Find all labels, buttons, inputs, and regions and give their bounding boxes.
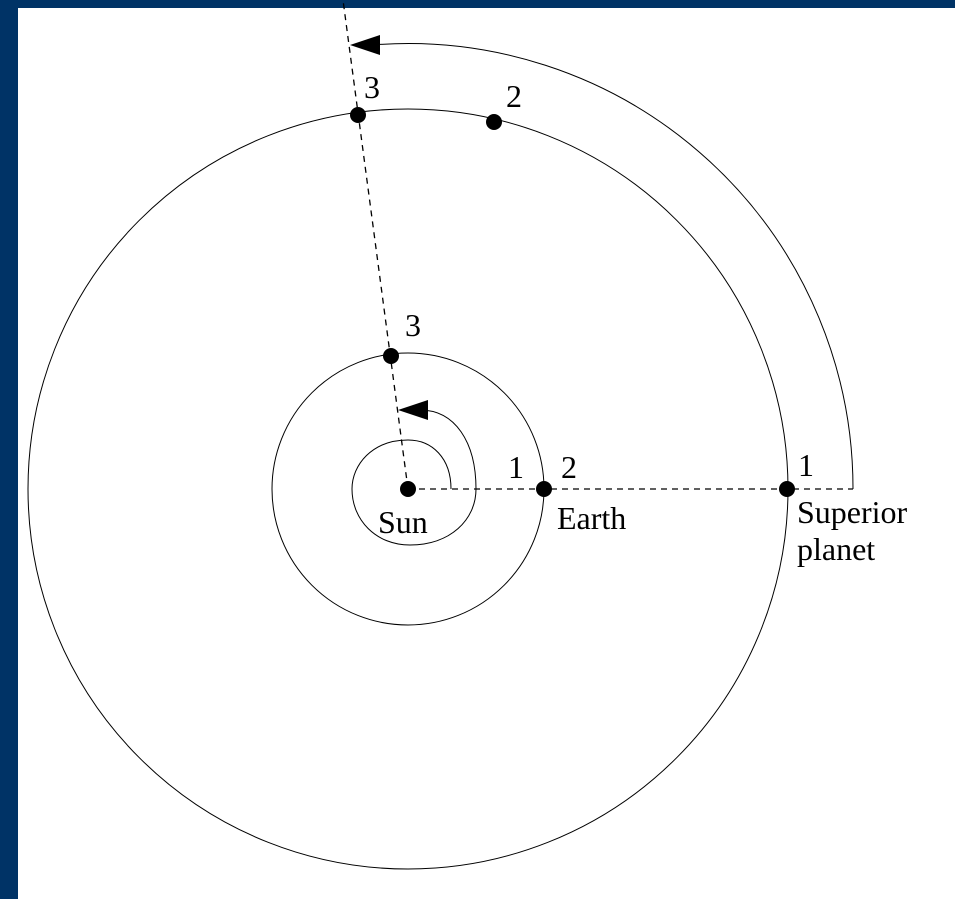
position-label: 3	[405, 307, 421, 343]
label: Superior	[797, 494, 908, 530]
position-label: 2	[561, 449, 577, 485]
line-of-sight	[342, 0, 409, 490]
arrowhead	[350, 35, 380, 55]
superior-planet	[486, 114, 502, 130]
earth	[536, 481, 552, 497]
position-label: 1	[798, 447, 814, 483]
position-label: 2	[506, 78, 522, 114]
sun	[400, 481, 416, 497]
earth	[383, 348, 399, 364]
arrowhead	[398, 400, 428, 420]
superior-planet	[779, 481, 795, 497]
label: planet	[797, 531, 875, 567]
left-border	[0, 0, 18, 899]
earth-motion-spiral	[351, 409, 477, 546]
position-label: 3	[364, 69, 380, 105]
superior-motion-arc	[371, 43, 854, 490]
superior-planet	[350, 107, 366, 123]
position-label: 1	[508, 449, 524, 485]
label: Earth	[557, 500, 626, 536]
top-border	[0, 0, 955, 8]
label: Sun	[378, 504, 428, 540]
